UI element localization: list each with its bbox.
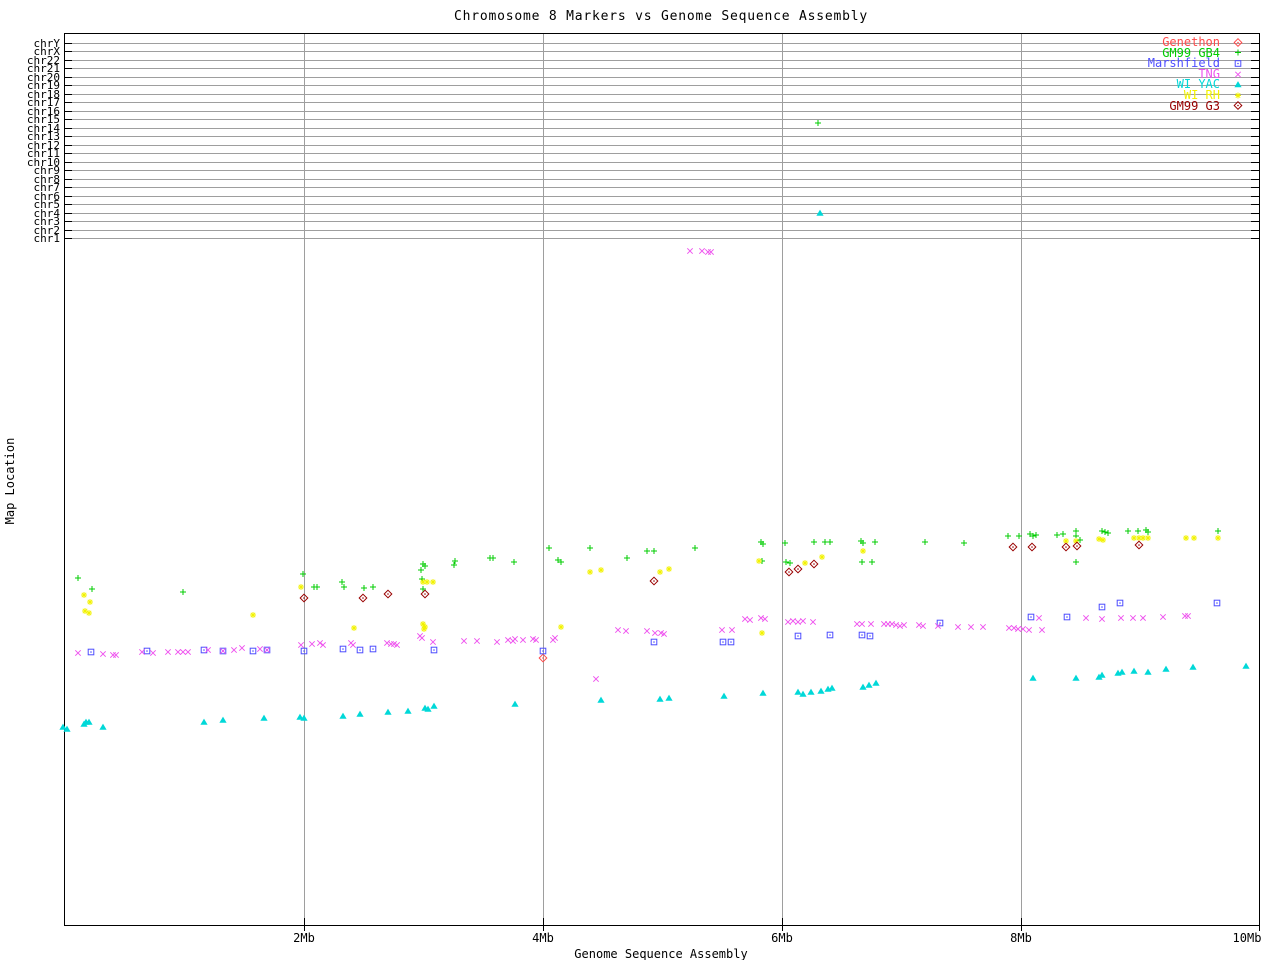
legend-label-gm99-gb4: GM99 GB4 <box>1162 45 1220 60</box>
y-tick-label-chr6: chr6 <box>33 190 61 203</box>
x-tick-label-6Mb: 6Mb <box>771 931 793 945</box>
x-tick-label-2Mb: 2Mb <box>293 931 315 945</box>
legend-row-wi-yac: WI YAC <box>1148 79 1246 90</box>
legend-label-gm99-g3: GM99 G3 <box>1169 98 1220 113</box>
legend-marker-genethon-icon <box>1233 37 1243 47</box>
y-tick-label-chr20: chr20 <box>26 71 60 84</box>
y-tick-label-chr11: chr11 <box>26 147 60 160</box>
series-gm99-gb4-points <box>75 120 1221 595</box>
y-tick-label-chr4: chr4 <box>33 207 61 220</box>
legend-row-tng: TNG <box>1148 66 1246 81</box>
y-tick-label-chr13: chr13 <box>26 130 60 143</box>
series-wi-yac-points <box>59 209 1250 732</box>
y-tick-label-chr8: chr8 <box>33 173 61 186</box>
y-tick-label-chr5: chr5 <box>33 198 61 211</box>
legend-marker-marshfield-icon <box>1234 60 1242 67</box>
legend-marker-gm99-gb4-icon <box>1235 49 1241 56</box>
gridlines <box>64 33 1259 925</box>
series-genethon-points <box>538 653 548 663</box>
legend-label-genethon: Genethon <box>1162 35 1220 49</box>
y-tick-label-chrX: chrX <box>33 45 61 58</box>
y-tick-label-chr10: chr10 <box>26 156 60 169</box>
y-tick-label-chr3: chr3 <box>33 215 61 228</box>
y-axis-label: Map Location <box>3 437 17 525</box>
y-tick-label-chr22: chr22 <box>26 54 60 67</box>
legend-row-gm99-gb4: GM99 GB4 <box>1148 45 1246 60</box>
plot-border <box>64 33 1260 926</box>
legend-marker-tng-icon <box>1234 71 1242 78</box>
y-tick-label-chr2: chr2 <box>33 224 61 237</box>
y-tick-label-chr15: chr15 <box>26 113 60 126</box>
y-tick-label-chr9: chr9 <box>33 164 61 177</box>
y-tick-label-chr12: chr12 <box>26 139 60 152</box>
y-tick-label-chr7: chr7 <box>33 181 61 194</box>
legend: Genethon GM99 GB4 Marshfield TNG WI YAC WI RH… <box>1147 35 1246 113</box>
x-tick-label-8Mb: 8Mb <box>1010 931 1032 945</box>
y-tick-label-chr19: chr19 <box>26 79 60 92</box>
x-tick-label-10Mb: 10Mb <box>1232 931 1262 945</box>
y-tick-label-chr1: chr1 <box>33 232 61 245</box>
legend-marker-wi-yac-icon <box>1234 81 1242 88</box>
y-tick-label-chr16: chr16 <box>26 105 60 118</box>
y-tick-label-chr17: chr17 <box>26 96 60 109</box>
legend-row-gm99-g3: GM99 G3 <box>1148 98 1246 113</box>
legend-row-genethon: Genethon <box>1148 35 1246 49</box>
legend-label-wi-rh: WI RH <box>1183 87 1220 102</box>
series-gm99-g3-points <box>299 540 1144 603</box>
legend-row-wi-rh: WI RH <box>1148 87 1246 102</box>
y-tick-label-chr18: chr18 <box>26 88 60 101</box>
chart-title: Chromosome 8 Markers vs Genome Sequence … <box>453 9 869 24</box>
series-tng-points <box>74 247 1192 683</box>
series-wi-rh-points <box>81 535 1221 636</box>
axis-ticks <box>64 43 1260 931</box>
legend-label-marshfield: Marshfield <box>1147 56 1220 71</box>
legend-label-tng: TNG <box>1198 66 1220 81</box>
legend-marker-wi-rh-icon <box>1235 92 1241 99</box>
legend-label-wi-yac: WI YAC <box>1176 77 1220 92</box>
x-axis-label: Genome Sequence Assembly <box>574 947 748 960</box>
y-tick-label-chr21: chr21 <box>26 62 60 75</box>
legend-row-marshfield: Marshfield <box>1147 56 1246 71</box>
y-tick-label-chrY: chrY <box>33 37 61 50</box>
x-tick-label-4Mb: 4Mb <box>532 931 554 945</box>
y-tick-label-chr14: chr14 <box>26 122 60 135</box>
legend-marker-gm99-g3-icon <box>1233 101 1243 111</box>
